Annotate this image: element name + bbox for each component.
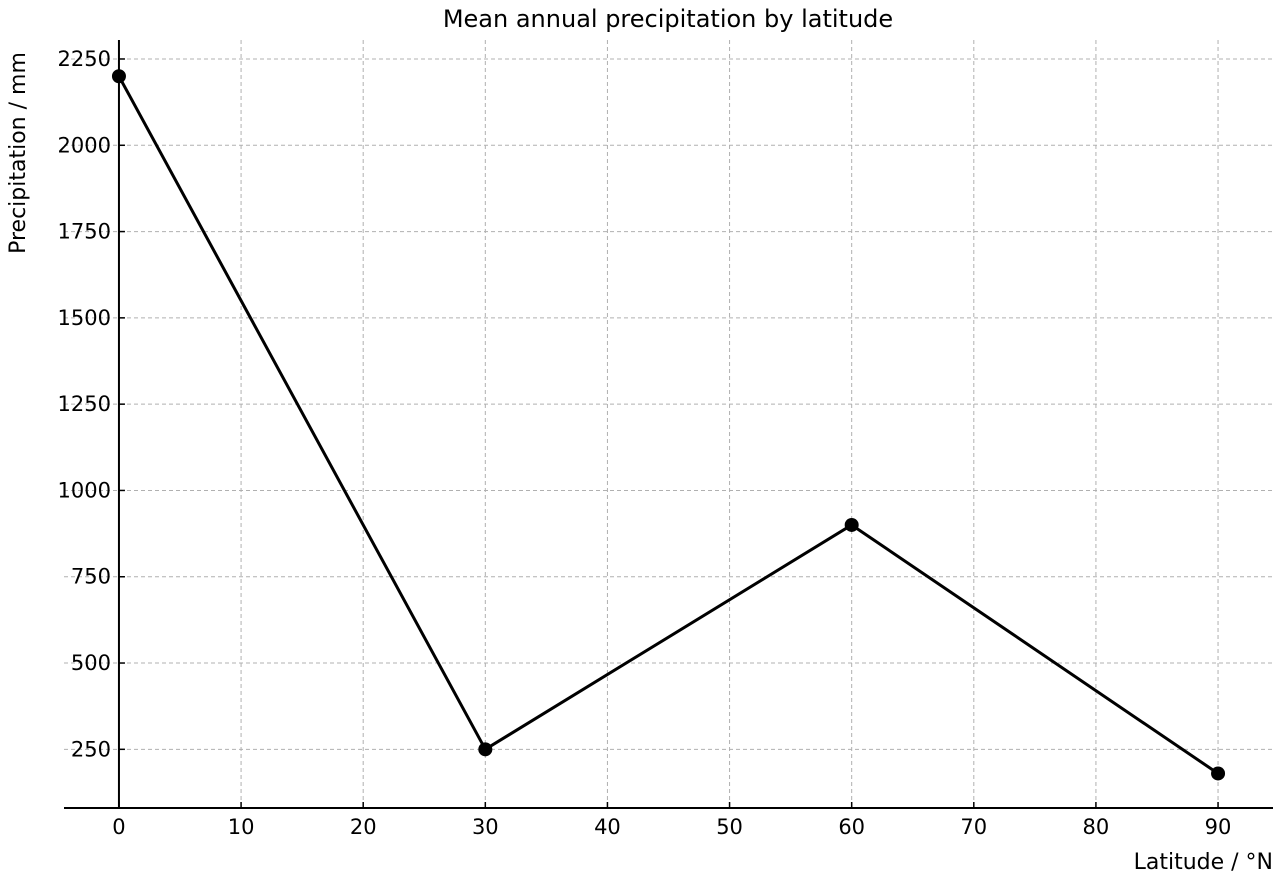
x-tick-label: 40 xyxy=(594,815,621,839)
x-tick-label: 90 xyxy=(1205,815,1232,839)
x-tick-label: 60 xyxy=(838,815,865,839)
x-tick-label: 20 xyxy=(350,815,377,839)
y-tick-label: 1000 xyxy=(58,478,111,502)
ticks: 0 10 20 30 40 50 60 70 80 90 250 500 750 1000 1250 1500… xyxy=(58,47,1232,839)
data-point xyxy=(478,742,493,757)
x-tick-label: 50 xyxy=(716,815,743,839)
y-tick-label: 750 xyxy=(71,565,111,589)
axes xyxy=(64,40,1273,809)
y-axis-label: Precipitation / mm xyxy=(6,52,31,254)
data-point xyxy=(111,69,126,84)
y-tick-label: 2250 xyxy=(58,47,111,71)
x-tick-label: 0 xyxy=(112,815,125,839)
y-tick-label: 250 xyxy=(71,737,111,761)
data-point xyxy=(1211,766,1226,781)
data-series xyxy=(111,69,1226,781)
x-tick-label: 70 xyxy=(960,815,987,839)
grid xyxy=(64,40,1273,808)
y-tick-label: 2000 xyxy=(58,133,111,157)
x-tick-label: 30 xyxy=(472,815,499,839)
x-tick-label: 80 xyxy=(1083,815,1110,839)
data-point xyxy=(844,517,859,532)
y-tick-label: 1750 xyxy=(58,220,111,244)
y-tick-label: 500 xyxy=(71,651,111,675)
y-tick-label: 1250 xyxy=(58,392,111,416)
x-tick-label: 10 xyxy=(228,815,255,839)
series-line xyxy=(117,75,1219,775)
x-axis-label: Latitude / °N xyxy=(1134,850,1273,875)
y-tick-label: 1500 xyxy=(58,306,111,330)
chart-title: Mean annual precipitation by latitude xyxy=(443,5,893,33)
